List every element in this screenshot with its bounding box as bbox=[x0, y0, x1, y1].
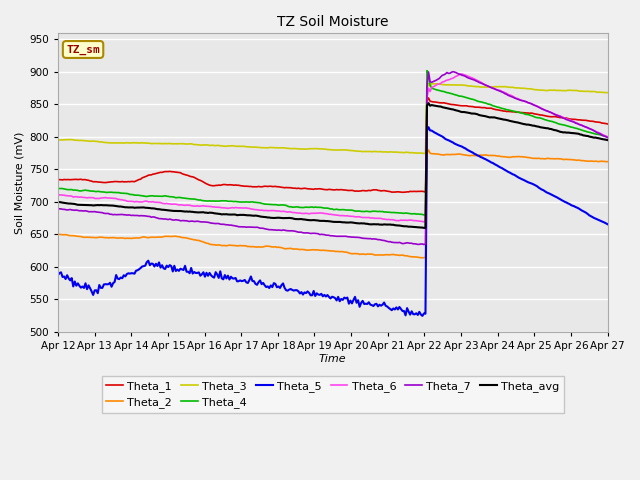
Theta_6 bbox=[294, 210, 302, 216]
Theta_2 bbox=[576, 157, 584, 163]
Theta_5 bbox=[218, 276, 226, 281]
Y-axis label: Soil Moisture (mV): Soil Moisture (mV) bbox=[15, 131, 25, 234]
Theta_4 bbox=[246, 199, 253, 205]
Theta_3 bbox=[236, 144, 244, 149]
Theta_2 bbox=[604, 159, 612, 165]
Theta_3 bbox=[122, 140, 129, 146]
Theta_5 bbox=[419, 313, 426, 319]
Theta_1 bbox=[54, 177, 62, 182]
Theta_1 bbox=[294, 185, 302, 191]
Theta_2 bbox=[54, 231, 62, 237]
Theta_3 bbox=[54, 137, 62, 143]
Line: Theta_4: Theta_4 bbox=[58, 71, 608, 215]
Title: TZ Soil Moisture: TZ Soil Moisture bbox=[277, 15, 388, 29]
Theta_5 bbox=[294, 288, 302, 294]
Theta_4 bbox=[422, 212, 429, 218]
Theta_7 bbox=[449, 69, 457, 74]
Theta_5 bbox=[246, 277, 253, 283]
Theta_1 bbox=[218, 182, 226, 188]
Line: Theta_7: Theta_7 bbox=[58, 72, 608, 244]
Theta_6 bbox=[246, 205, 253, 211]
Theta_5 bbox=[236, 277, 244, 283]
Theta_4 bbox=[122, 191, 129, 196]
Theta_2 bbox=[294, 246, 302, 252]
Line: Theta_6: Theta_6 bbox=[58, 74, 608, 222]
Theta_avg bbox=[604, 137, 612, 143]
Theta_2 bbox=[246, 243, 253, 249]
Theta_1 bbox=[604, 121, 612, 127]
Theta_avg bbox=[294, 216, 302, 222]
Theta_avg bbox=[576, 132, 584, 137]
Theta_6 bbox=[420, 219, 428, 225]
Theta_4 bbox=[294, 204, 302, 210]
Theta_7 bbox=[294, 229, 302, 235]
Theta_4 bbox=[218, 198, 226, 204]
Theta_avg bbox=[54, 199, 62, 205]
Theta_7 bbox=[246, 224, 253, 230]
Theta_5 bbox=[425, 124, 433, 130]
Theta_3 bbox=[425, 81, 433, 86]
Line: Theta_1: Theta_1 bbox=[58, 98, 608, 192]
Theta_2 bbox=[236, 243, 244, 249]
Theta_2 bbox=[417, 255, 425, 261]
Theta_6 bbox=[457, 71, 465, 77]
Theta_3 bbox=[294, 146, 302, 152]
Theta_7 bbox=[122, 212, 129, 217]
Theta_avg bbox=[122, 204, 129, 210]
Theta_avg bbox=[236, 212, 244, 218]
Theta_5 bbox=[54, 272, 62, 278]
Theta_7 bbox=[576, 122, 584, 128]
Text: TZ_sm: TZ_sm bbox=[66, 44, 100, 55]
Theta_7 bbox=[420, 241, 428, 247]
Theta_3 bbox=[246, 144, 253, 150]
Theta_avg bbox=[218, 212, 226, 217]
Theta_2 bbox=[218, 243, 226, 249]
Theta_7 bbox=[54, 206, 62, 212]
Theta_1 bbox=[246, 183, 253, 189]
Line: Theta_3: Theta_3 bbox=[58, 84, 608, 154]
Theta_avg bbox=[246, 213, 253, 218]
Theta_6 bbox=[122, 198, 129, 204]
Theta_4 bbox=[236, 199, 244, 205]
Theta_7 bbox=[218, 221, 226, 227]
Theta_2 bbox=[122, 236, 129, 241]
Theta_3 bbox=[576, 88, 584, 94]
Line: Theta_avg: Theta_avg bbox=[58, 103, 608, 228]
Theta_1 bbox=[425, 95, 433, 101]
Theta_7 bbox=[236, 224, 244, 229]
Theta_6 bbox=[54, 192, 62, 198]
Theta_3 bbox=[604, 90, 612, 96]
Theta_5 bbox=[604, 221, 612, 227]
Theta_1 bbox=[576, 117, 584, 123]
Line: Theta_2: Theta_2 bbox=[58, 150, 608, 258]
Theta_4 bbox=[423, 68, 431, 73]
Theta_6 bbox=[576, 122, 584, 128]
Theta_6 bbox=[604, 134, 612, 140]
X-axis label: Time: Time bbox=[319, 354, 347, 364]
Theta_avg bbox=[422, 225, 429, 231]
Theta_4 bbox=[604, 134, 612, 140]
Theta_6 bbox=[218, 205, 226, 211]
Theta_avg bbox=[425, 100, 433, 106]
Theta_3 bbox=[420, 151, 428, 156]
Theta_3 bbox=[218, 143, 226, 149]
Theta_1 bbox=[122, 179, 129, 185]
Theta_6 bbox=[236, 205, 244, 211]
Legend: Theta_1, Theta_2, Theta_3, Theta_4, Theta_5, Theta_6, Theta_7, Theta_avg: Theta_1, Theta_2, Theta_3, Theta_4, Thet… bbox=[102, 376, 564, 413]
Theta_1 bbox=[236, 183, 244, 189]
Theta_2 bbox=[425, 147, 433, 153]
Theta_4 bbox=[576, 127, 584, 132]
Theta_7 bbox=[604, 135, 612, 141]
Theta_1 bbox=[399, 190, 406, 195]
Theta_5 bbox=[576, 206, 584, 212]
Line: Theta_5: Theta_5 bbox=[58, 127, 608, 316]
Theta_5 bbox=[122, 274, 129, 279]
Theta_4 bbox=[54, 186, 62, 192]
